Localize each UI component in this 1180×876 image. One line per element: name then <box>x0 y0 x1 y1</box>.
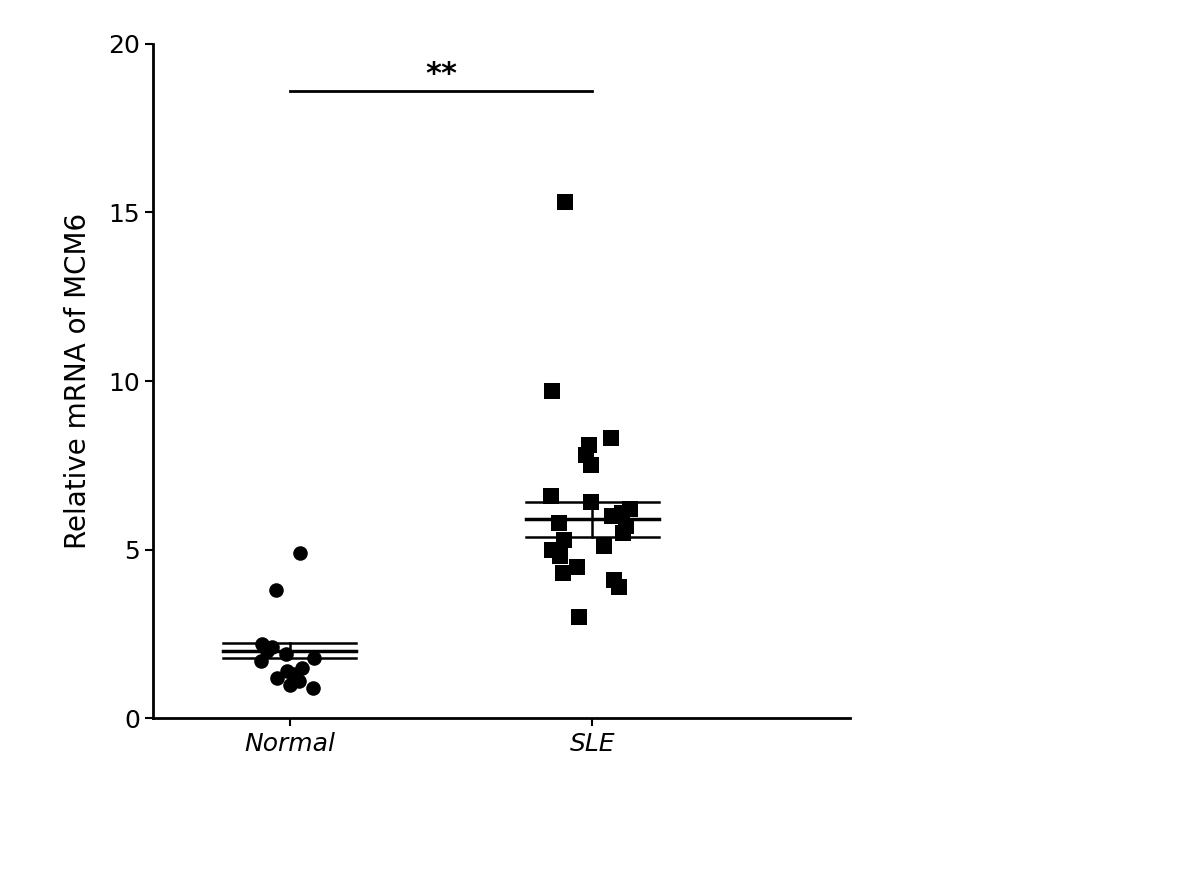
Point <box>594 540 612 554</box>
Point <box>582 496 601 510</box>
Point <box>293 661 312 675</box>
Point <box>612 505 631 519</box>
Point <box>253 637 271 651</box>
Point <box>553 566 572 580</box>
Point <box>281 678 300 692</box>
Point <box>290 546 309 560</box>
Point <box>556 195 575 209</box>
Point <box>568 560 586 574</box>
Point <box>602 509 621 523</box>
Point <box>579 438 598 452</box>
Point <box>542 385 560 399</box>
Point <box>543 543 562 557</box>
Point <box>582 458 601 472</box>
Text: **: ** <box>425 60 457 89</box>
Point <box>304 681 323 695</box>
Point <box>262 640 281 654</box>
Point <box>605 573 624 587</box>
Point <box>251 654 270 668</box>
Point <box>602 431 621 445</box>
Point <box>277 664 296 678</box>
Point <box>304 651 323 665</box>
Point <box>550 516 569 530</box>
Point <box>283 668 302 682</box>
Point <box>576 449 595 463</box>
Point <box>276 647 295 661</box>
Y-axis label: Relative mRNA of MCM6: Relative mRNA of MCM6 <box>64 213 92 549</box>
Point <box>289 675 308 689</box>
Point <box>542 489 560 503</box>
Point <box>570 611 589 625</box>
Point <box>610 580 629 594</box>
Point <box>616 519 635 533</box>
Point <box>621 502 640 516</box>
Point <box>614 526 632 540</box>
Point <box>267 583 286 597</box>
Point <box>555 533 573 547</box>
Point <box>257 644 276 658</box>
Point <box>550 549 569 563</box>
Point <box>268 671 287 685</box>
